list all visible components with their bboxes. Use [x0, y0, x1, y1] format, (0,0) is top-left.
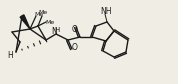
Text: O: O: [72, 26, 78, 35]
Text: NH: NH: [100, 7, 112, 16]
Text: N: N: [51, 27, 57, 37]
Text: Me: Me: [38, 9, 48, 15]
Text: H: H: [7, 51, 13, 60]
Text: O: O: [72, 44, 78, 52]
Text: Me: Me: [34, 12, 44, 16]
Text: Me: Me: [45, 19, 55, 25]
Polygon shape: [20, 15, 30, 29]
Text: H: H: [54, 27, 60, 33]
